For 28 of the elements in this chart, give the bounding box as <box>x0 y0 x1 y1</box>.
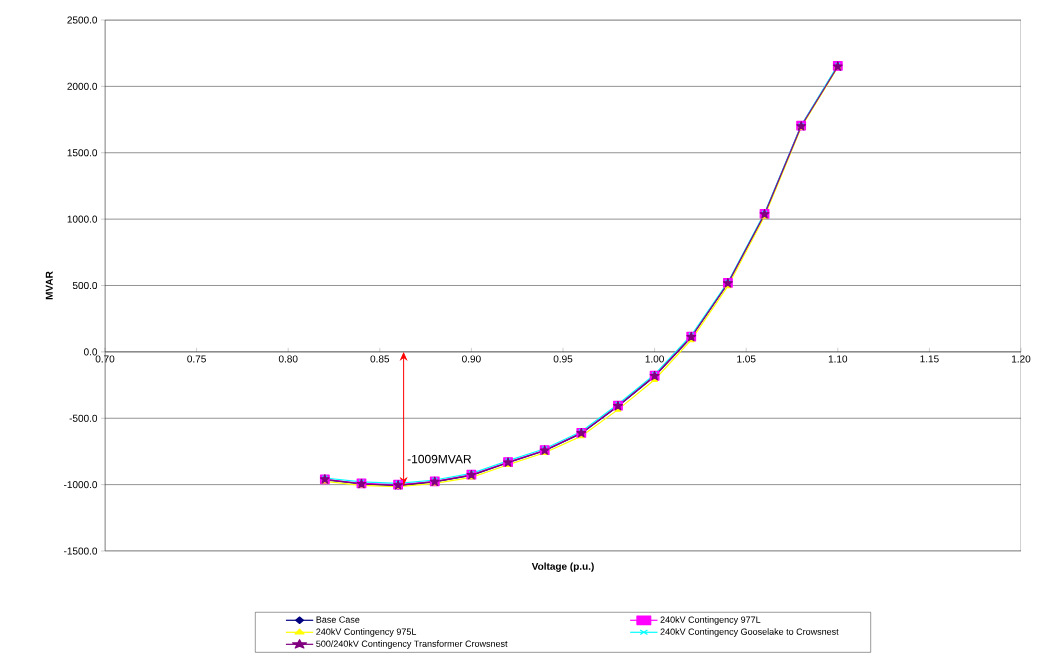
legend-label: 240kV Contingency 977L <box>660 616 761 625</box>
x-tick-label: 0.80 <box>278 355 298 363</box>
y-tick-label: 0.0 <box>83 348 98 356</box>
legend-label: Base Case <box>316 616 360 623</box>
y-tick-label: 500.0 <box>72 281 98 290</box>
legend-label: 240kV Contingency Gooselake to Crowsnest <box>660 628 839 637</box>
x-tick-label: 1.05 <box>737 355 756 363</box>
legend-label: 240kV Contingency 975L <box>316 628 417 637</box>
x-tick-label: 0.70 <box>95 355 115 363</box>
y-axis-title: MVAR <box>45 271 53 300</box>
annotation: -1009MVAR <box>407 454 472 464</box>
y-tick-label: -1500.0 <box>63 547 98 555</box>
legend-label: 500/240kV Contingency Transformer Crowsnest <box>316 640 508 649</box>
y-tick-label: 1500.0 <box>67 149 98 157</box>
y-tick-label: 2500.0 <box>67 16 98 24</box>
x-tick-label: 0.85 <box>370 355 390 363</box>
x-tick-label: 0.90 <box>462 355 481 363</box>
y-tick-label: -1000.0 <box>63 481 98 489</box>
y-tick-label: 1000.0 <box>67 215 98 223</box>
x-tick-label: 1.10 <box>828 355 848 363</box>
x-tick-label: 1.20 <box>1012 355 1031 363</box>
y-tick-label: 2000.0 <box>67 82 98 90</box>
x-tick-label: 0.75 <box>187 355 206 363</box>
x-tick-label: 1.00 <box>645 355 664 363</box>
x-tick-label: 1.15 <box>920 355 939 363</box>
x-axis-title: Voltage (p.u.) <box>531 562 594 572</box>
x-tick-label: 0.95 <box>553 355 573 363</box>
y-tick-label: -500.0 <box>69 414 98 422</box>
